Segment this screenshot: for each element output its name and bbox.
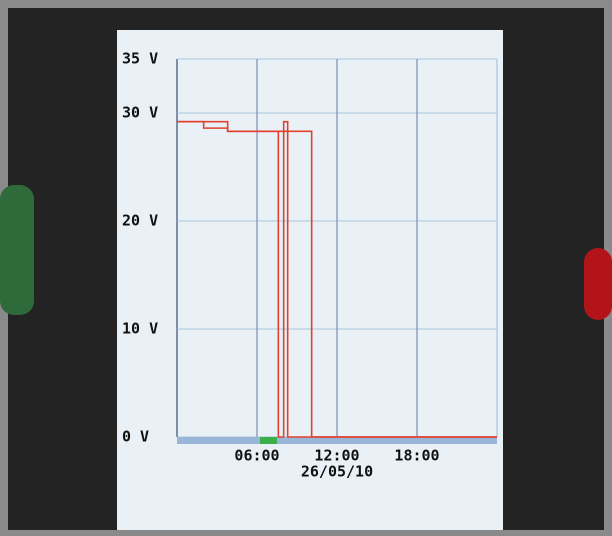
screen (117, 30, 503, 530)
x-tick-label: 12:00 (314, 447, 359, 465)
x-tick-label: 18:00 (394, 447, 439, 465)
plot: 0 V 10 V 20 V 30 V 35 V 06:00 12:00 18:00 26/05/… (122, 50, 498, 481)
y-tick-label: 35 V (122, 50, 158, 68)
y-tick-label: 20 V (122, 212, 158, 230)
y-tick-label: 30 V (122, 104, 158, 122)
green-button (0, 185, 34, 315)
data-line (177, 120, 497, 438)
status-segment (260, 437, 277, 444)
y-tick-label: 0 V (122, 428, 149, 446)
y-tick-label: 10 V (122, 320, 158, 338)
x-date-label: 26/05/10 (301, 463, 373, 481)
status-bar (177, 437, 497, 444)
x-tick-label: 06:00 (234, 447, 279, 465)
red-button (584, 248, 612, 320)
data-line (177, 120, 497, 438)
